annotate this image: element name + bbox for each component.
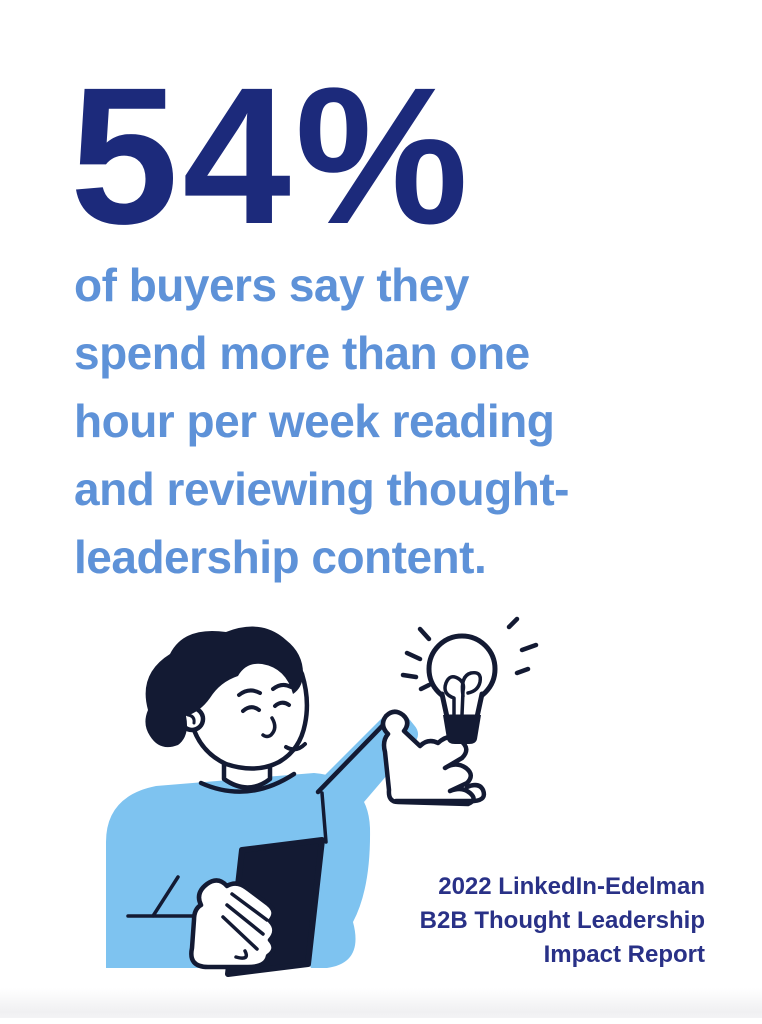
bulb-base [443,715,481,744]
idea-rays [400,616,539,692]
person-illustration [90,612,570,1022]
closed-eyes [241,700,291,713]
ear-inner-line [186,713,196,725]
left-hand-finger-lines [221,892,269,951]
eyebrows [237,682,293,697]
palm-bottom-line [393,782,487,804]
smile [284,742,307,752]
bulb-filament [443,670,483,717]
arm-edge-line [320,791,328,844]
stat-description: of buyers say they spend more than one h… [74,259,569,583]
left-hand-curl [234,949,249,960]
lightbulb-icon [400,616,539,744]
attribution: 2022 LinkedIn-Edelman B2B Thought Leader… [419,873,705,968]
arm-outline [315,719,389,795]
pen-icon [126,875,202,918]
bottom-edge-shade [0,988,762,1018]
stat-value: 54% [70,47,473,265]
nose-line [261,716,277,739]
collar-line [198,771,297,794]
hair [145,626,304,748]
